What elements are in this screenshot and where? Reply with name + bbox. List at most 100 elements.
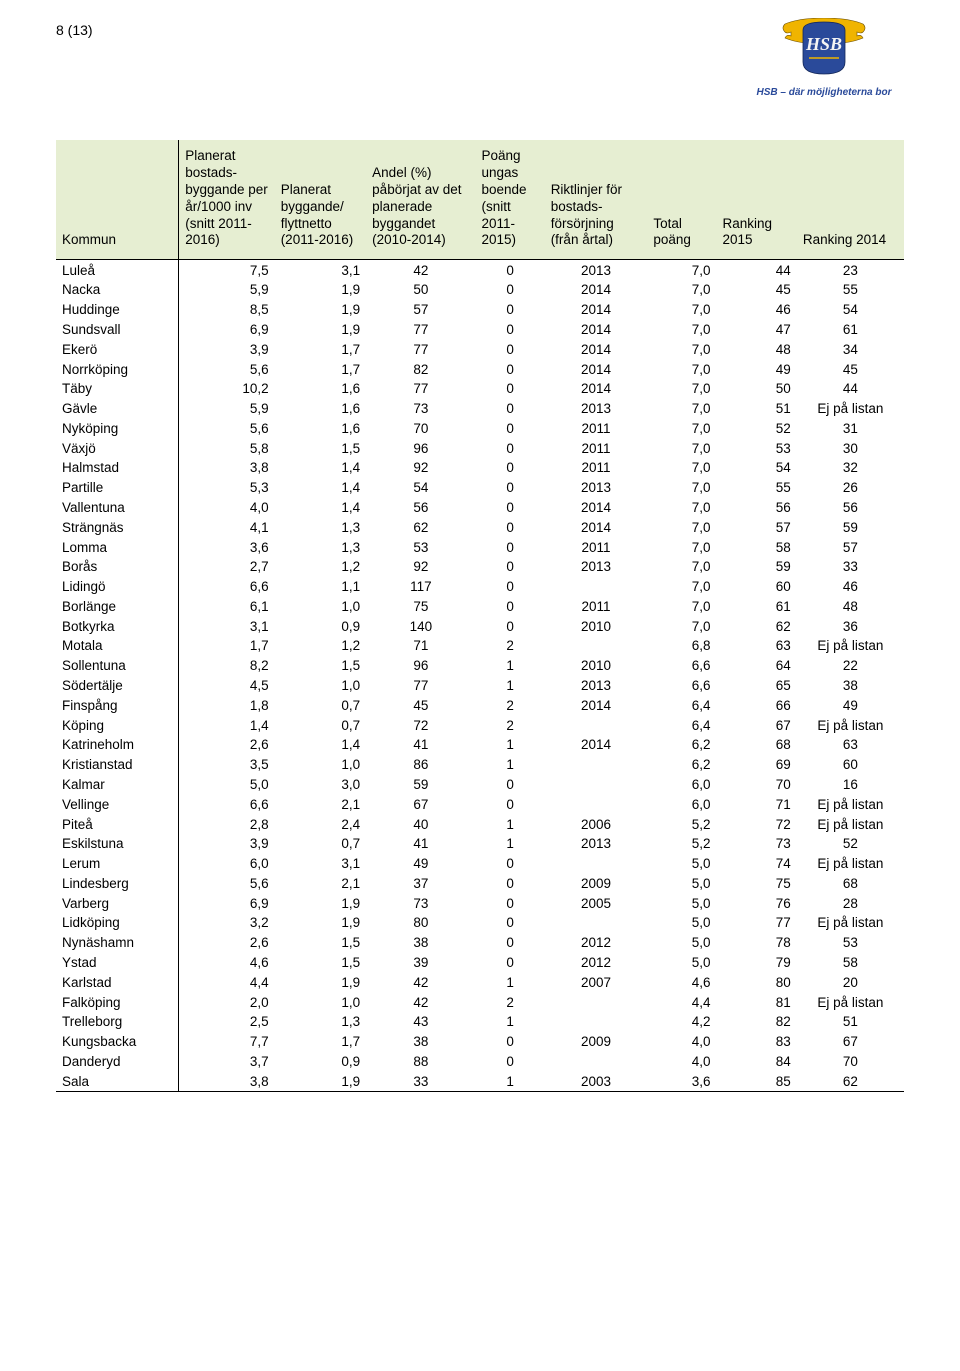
table-cell: 22 bbox=[797, 656, 904, 676]
table-cell: Växjö bbox=[56, 438, 179, 458]
table-cell: 6,2 bbox=[647, 755, 716, 775]
table-cell: 8,5 bbox=[179, 300, 275, 320]
table-cell: 2,8 bbox=[179, 814, 275, 834]
table-cell: 6,4 bbox=[647, 695, 716, 715]
table-cell: 2,6 bbox=[179, 735, 275, 755]
table-cell: Botkyrka bbox=[56, 616, 179, 636]
col-header: Planerat byggande/ flyttnetto (2011-2016… bbox=[275, 140, 366, 260]
table-cell: 7,0 bbox=[647, 517, 716, 537]
table-cell: Ystad bbox=[56, 953, 179, 973]
table-cell: 8,2 bbox=[179, 656, 275, 676]
table-cell: 0 bbox=[476, 913, 545, 933]
table-cell bbox=[545, 1052, 648, 1072]
table-cell: 0 bbox=[476, 419, 545, 439]
table-cell: 2 bbox=[476, 636, 545, 656]
table-cell: 5,0 bbox=[647, 854, 716, 874]
table-cell: Lerum bbox=[56, 854, 179, 874]
table-cell: 2009 bbox=[545, 1032, 648, 1052]
table-cell: 0 bbox=[476, 517, 545, 537]
table-cell: Eskilstuna bbox=[56, 834, 179, 854]
table-cell: 7,0 bbox=[647, 616, 716, 636]
table-cell: 61 bbox=[797, 320, 904, 340]
table-cell: 30 bbox=[797, 438, 904, 458]
table-cell: 2013 bbox=[545, 478, 648, 498]
table-cell: 1,9 bbox=[275, 300, 366, 320]
table-cell: Ej på listan bbox=[797, 794, 904, 814]
table-cell: 65 bbox=[717, 676, 797, 696]
table-cell: 3,8 bbox=[179, 1071, 275, 1091]
table-row: Nacka5,91,950020147,04555 bbox=[56, 280, 904, 300]
table-cell: 1,5 bbox=[275, 656, 366, 676]
table-cell: 79 bbox=[717, 953, 797, 973]
table-cell: Partille bbox=[56, 478, 179, 498]
col-header: Poäng ungas boende (snitt 2011-2015) bbox=[476, 140, 545, 260]
table-cell: 73 bbox=[366, 399, 475, 419]
table-cell: 0 bbox=[476, 893, 545, 913]
table-cell: 140 bbox=[366, 616, 475, 636]
table-cell: Sundsvall bbox=[56, 320, 179, 340]
table-cell: Ej på listan bbox=[797, 636, 904, 656]
table-cell: 2,1 bbox=[275, 873, 366, 893]
table-cell: 70 bbox=[366, 419, 475, 439]
table-cell: 74 bbox=[717, 854, 797, 874]
table-cell: 5,6 bbox=[179, 359, 275, 379]
table-cell: 1,6 bbox=[275, 379, 366, 399]
table-cell: Motala bbox=[56, 636, 179, 656]
table-cell: 3,1 bbox=[275, 854, 366, 874]
table-cell: 71 bbox=[366, 636, 475, 656]
table-cell: 73 bbox=[366, 893, 475, 913]
table-cell: 3,6 bbox=[647, 1071, 716, 1091]
table-cell: 70 bbox=[797, 1052, 904, 1072]
table-cell: 6,1 bbox=[179, 597, 275, 617]
table-cell: Vellinge bbox=[56, 794, 179, 814]
table-cell: 75 bbox=[366, 597, 475, 617]
table-cell: 96 bbox=[366, 438, 475, 458]
table-cell: 36 bbox=[797, 616, 904, 636]
table-cell: 5,0 bbox=[647, 933, 716, 953]
table-cell: Sala bbox=[56, 1071, 179, 1091]
table-cell: 1,9 bbox=[275, 320, 366, 340]
table-cell: 32 bbox=[797, 458, 904, 478]
table-row: Sundsvall6,91,977020147,04761 bbox=[56, 320, 904, 340]
table-cell: 1 bbox=[476, 735, 545, 755]
table-row: Karlstad4,41,942120074,68020 bbox=[56, 972, 904, 992]
table-cell: 2003 bbox=[545, 1071, 648, 1091]
table-cell: 52 bbox=[717, 419, 797, 439]
table-cell: 58 bbox=[797, 953, 904, 973]
table-cell: Gävle bbox=[56, 399, 179, 419]
table-cell bbox=[545, 775, 648, 795]
table-cell: 0 bbox=[476, 775, 545, 795]
table-cell: 2012 bbox=[545, 933, 648, 953]
table-cell: 2011 bbox=[545, 537, 648, 557]
table-cell: 51 bbox=[797, 1012, 904, 1032]
table-cell: 44 bbox=[797, 379, 904, 399]
table-cell: 6,4 bbox=[647, 715, 716, 735]
table-cell: 1,4 bbox=[275, 478, 366, 498]
table-cell: 1,2 bbox=[275, 557, 366, 577]
table-cell: 2014 bbox=[545, 280, 648, 300]
table-cell: 7,0 bbox=[647, 339, 716, 359]
table-row: Nynäshamn2,61,538020125,07853 bbox=[56, 933, 904, 953]
table-cell: 62 bbox=[366, 517, 475, 537]
table-cell: 77 bbox=[717, 913, 797, 933]
logo: HSB HSB – där möjligheterna bor bbox=[744, 18, 904, 98]
table-cell: 31 bbox=[797, 419, 904, 439]
table-cell: 51 bbox=[717, 399, 797, 419]
table-cell: 0 bbox=[476, 794, 545, 814]
table-row: Halmstad3,81,492020117,05432 bbox=[56, 458, 904, 478]
table-cell: 5,0 bbox=[179, 775, 275, 795]
table-cell: 7,5 bbox=[179, 260, 275, 280]
table-cell: 55 bbox=[797, 280, 904, 300]
table-cell: 1,9 bbox=[275, 913, 366, 933]
table-cell: 3,0 bbox=[275, 775, 366, 795]
table-cell: 3,8 bbox=[179, 458, 275, 478]
table-cell: 59 bbox=[366, 775, 475, 795]
table-cell: 56 bbox=[797, 498, 904, 518]
table-cell: 92 bbox=[366, 458, 475, 478]
table-cell: 2014 bbox=[545, 359, 648, 379]
table-cell: 2,7 bbox=[179, 557, 275, 577]
hsb-logo-icon: HSB bbox=[779, 18, 869, 80]
table-cell: Sollentuna bbox=[56, 656, 179, 676]
table-cell: 2012 bbox=[545, 953, 648, 973]
table-cell: 0 bbox=[476, 873, 545, 893]
